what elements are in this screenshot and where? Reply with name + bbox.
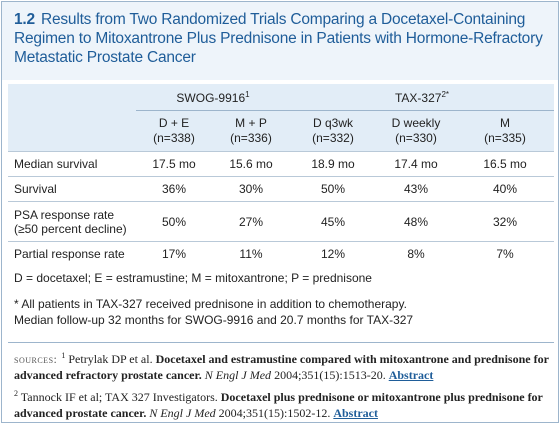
- note: * All patients in TAX-327 received predn…: [14, 297, 407, 311]
- sources-label: sources:: [14, 352, 58, 366]
- row-label: Survival: [8, 176, 136, 202]
- row-label: PSA response rate (≥50 percent decline): [8, 201, 136, 242]
- group-header: TAX-3272*: [290, 84, 554, 111]
- group-header: SWOG-99161: [136, 84, 290, 111]
- cell: 7%: [456, 241, 554, 267]
- table-head: SWOG-99161 TAX-3272* D + E (n=338) M + P (n=3…: [8, 84, 554, 152]
- row-label-line: PSA response rate: [14, 207, 115, 222]
- source-citation: 2004;351(15):1502-12.: [218, 406, 331, 420]
- sources: sources: 1 Petrylak DP et al. Docetaxel a…: [14, 348, 550, 424]
- title: 1.2 Results from Two Randomized Trials Co…: [14, 10, 544, 67]
- source-journal: N Engl J Med: [204, 368, 272, 382]
- row-label-line: Partial response rate: [14, 247, 125, 262]
- source-number: 2: [14, 389, 18, 398]
- corner-cell: [8, 84, 136, 111]
- source: 2 Tannock IF et al; TAX 327 Investigator…: [14, 386, 550, 421]
- source-authors: Petrylak DP et al.: [68, 352, 153, 366]
- cell: 40%: [456, 176, 554, 202]
- column-label: D weekly: [391, 116, 441, 130]
- cell: 17.5 mo: [136, 151, 212, 177]
- group-name: SWOG-9916: [176, 90, 246, 105]
- cell: 45%: [290, 201, 376, 242]
- column-n: (n=336): [230, 131, 272, 145]
- cell: 16.5 mo: [456, 151, 554, 177]
- column-header: D q3wk (n=332): [290, 111, 376, 152]
- cell: 27%: [212, 201, 290, 242]
- group-sup: 1: [245, 89, 250, 99]
- group-sup: 2*: [441, 89, 450, 99]
- corner-cell: [8, 111, 136, 152]
- row-label-line: Survival: [14, 182, 57, 196]
- abstract-link[interactable]: Abstract: [333, 406, 378, 420]
- row-label: Partial response rate: [8, 241, 136, 267]
- note: Median follow-up 32 months for SWOG-9916…: [14, 313, 414, 327]
- source-title: Docetaxel and estramustine compared with…: [14, 352, 549, 382]
- cell: 50%: [290, 176, 376, 202]
- row-label-line: (≥50 percent decline): [14, 221, 127, 236]
- cell: 36%: [136, 176, 212, 202]
- cell: 11%: [212, 241, 290, 267]
- cell: 12%: [290, 241, 376, 267]
- column-label: M + P: [235, 116, 267, 130]
- column-header: D + E (n=338): [136, 111, 212, 152]
- row-label: Median survival: [8, 151, 136, 177]
- cell: 18.9 mo: [290, 151, 376, 177]
- column-row: D + E (n=338) M + P (n=336) D q3wk (n=332) D w…: [8, 110, 554, 152]
- cell: 48%: [376, 201, 456, 242]
- cell: 30%: [212, 176, 290, 202]
- source-number: 1: [61, 351, 66, 360]
- source: sources: 1 Petrylak DP et al. Docetaxel a…: [14, 348, 550, 383]
- results-table: SWOG-99161 TAX-3272* D + E (n=338) M + P (n=3…: [8, 84, 554, 267]
- column-n: (n=335): [484, 131, 526, 145]
- title-text: Results from Two Randomized Trials Compa…: [14, 11, 543, 66]
- abstract-link[interactable]: Abstract: [388, 368, 434, 382]
- column-n: (n=332): [312, 131, 354, 145]
- column-n: (n=338): [153, 131, 195, 145]
- table-body: Median survival 17.5 mo 15.6 mo 18.9 mo 17.4…: [8, 151, 554, 267]
- cell: 32%: [456, 201, 554, 242]
- column-header: M (n=335): [456, 111, 554, 152]
- source-citation: 2004;351(15):1513-20.: [274, 368, 386, 382]
- row-label-line: Median survival: [14, 157, 98, 171]
- column-label: M: [500, 116, 510, 130]
- separator: [8, 342, 554, 343]
- cell: 15.6 mo: [212, 151, 290, 177]
- data-row: Median survival 17.5 mo 15.6 mo 18.9 mo 17.4…: [8, 151, 554, 177]
- cell: 43%: [376, 176, 456, 202]
- group-row: SWOG-99161 TAX-3272*: [8, 84, 554, 111]
- column-header: D weekly (n=330): [376, 111, 456, 152]
- cell: 50%: [136, 201, 212, 242]
- group-name: TAX-327: [394, 90, 442, 105]
- data-row: PSA response rate (≥50 percent decline) 50…: [8, 201, 554, 242]
- cell: 17%: [136, 241, 212, 267]
- data-row: Partial response rate 17% 11% 12% 8% 7%: [8, 241, 554, 267]
- column-n: (n=330): [395, 131, 437, 145]
- source-title: Docetaxel plus prednisone or mitoxantron…: [14, 390, 543, 420]
- column-label: D q3wk: [312, 116, 353, 130]
- data-row: Survival 36% 30% 50% 43% 40%: [8, 176, 554, 202]
- abbreviations: D = docetaxel; E = estramustine; M = mit…: [14, 271, 372, 285]
- source-authors: Tannock IF et al; TAX 327 Investigators.: [20, 390, 218, 404]
- cell: 17.4 mo: [376, 151, 456, 177]
- column-label: D + E: [158, 116, 190, 130]
- column-header: M + P (n=336): [212, 111, 290, 152]
- cell: 8%: [376, 241, 456, 267]
- source-journal: N Engl J Med: [149, 406, 216, 420]
- title-box: 1.2 Results from Two Randomized Trials Co…: [2, 2, 558, 80]
- figure-number: 1.2: [14, 11, 35, 28]
